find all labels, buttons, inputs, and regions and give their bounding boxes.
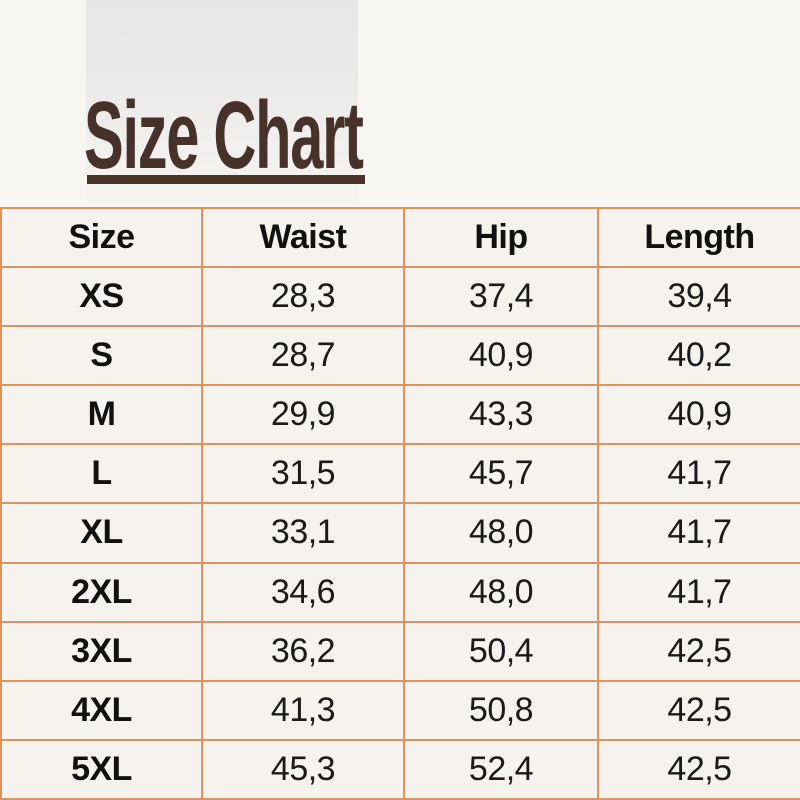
cell-hip: 37,4 xyxy=(403,265,599,328)
column-header-hip: Hip xyxy=(403,207,599,268)
table-row: 3XL 36,2 50,4 42,5 xyxy=(0,620,800,682)
cell-length: 39,4 xyxy=(597,265,800,328)
cell-length: 41,7 xyxy=(597,561,800,623)
cell-length: 41,7 xyxy=(597,443,800,505)
title-underline xyxy=(87,175,365,184)
table-row: S 28,7 40,9 40,2 xyxy=(0,325,800,387)
cell-length: 41,7 xyxy=(597,502,800,564)
cell-size: L xyxy=(0,443,203,505)
table-row: XS 28,3 37,4 39,4 xyxy=(0,265,800,328)
cell-size: 3XL xyxy=(0,620,203,682)
cell-size: M xyxy=(0,384,203,446)
cell-waist: 45,3 xyxy=(201,738,405,800)
cell-hip: 40,9 xyxy=(403,325,599,387)
cell-length: 40,2 xyxy=(597,325,800,387)
cell-waist: 36,2 xyxy=(201,620,405,682)
cell-waist: 31,5 xyxy=(201,443,405,505)
table-row: M 29,9 43,3 40,9 xyxy=(0,384,800,446)
column-header-waist: Waist xyxy=(201,207,405,268)
cell-size: 5XL xyxy=(0,738,203,800)
cell-hip: 45,7 xyxy=(403,443,599,505)
page-title-text: Size Chart xyxy=(84,82,364,189)
cell-length: 42,5 xyxy=(597,679,800,741)
cell-length: 40,9 xyxy=(597,384,800,446)
cell-size: S xyxy=(0,325,203,387)
page-title: Size Chart xyxy=(84,88,533,184)
cell-waist: 34,6 xyxy=(201,561,405,623)
cell-waist: 28,7 xyxy=(201,325,405,387)
cell-size: 4XL xyxy=(0,679,203,741)
table-row: 5XL 45,3 52,4 42,5 xyxy=(0,738,800,800)
size-chart-table: Size Waist Hip Length XS 28,3 37,4 39,4 … xyxy=(0,207,800,800)
cell-waist: 29,9 xyxy=(201,384,405,446)
cell-hip: 48,0 xyxy=(403,502,599,564)
cell-waist: 33,1 xyxy=(201,502,405,564)
cell-size: XS xyxy=(0,265,203,328)
cell-length: 42,5 xyxy=(597,738,800,800)
cell-waist: 41,3 xyxy=(201,679,405,741)
table-row: L 31,5 45,7 41,7 xyxy=(0,443,800,505)
table-row: 4XL 41,3 50,8 42,5 xyxy=(0,679,800,741)
table-row: XL 33,1 48,0 41,7 xyxy=(0,502,800,564)
cell-waist: 28,3 xyxy=(201,265,405,328)
cell-hip: 48,0 xyxy=(403,561,599,623)
header-row: Size Waist Hip Length xyxy=(0,207,800,268)
cell-size: XL xyxy=(0,502,203,564)
cell-size: 2XL xyxy=(0,561,203,623)
cell-hip: 43,3 xyxy=(403,384,599,446)
cell-length: 42,5 xyxy=(597,620,800,682)
table-row: 2XL 34,6 48,0 41,7 xyxy=(0,561,800,623)
cell-hip: 50,8 xyxy=(403,679,599,741)
cell-hip: 52,4 xyxy=(403,738,599,800)
cell-hip: 50,4 xyxy=(403,620,599,682)
column-header-size: Size xyxy=(0,207,203,268)
column-header-length: Length xyxy=(597,207,800,268)
